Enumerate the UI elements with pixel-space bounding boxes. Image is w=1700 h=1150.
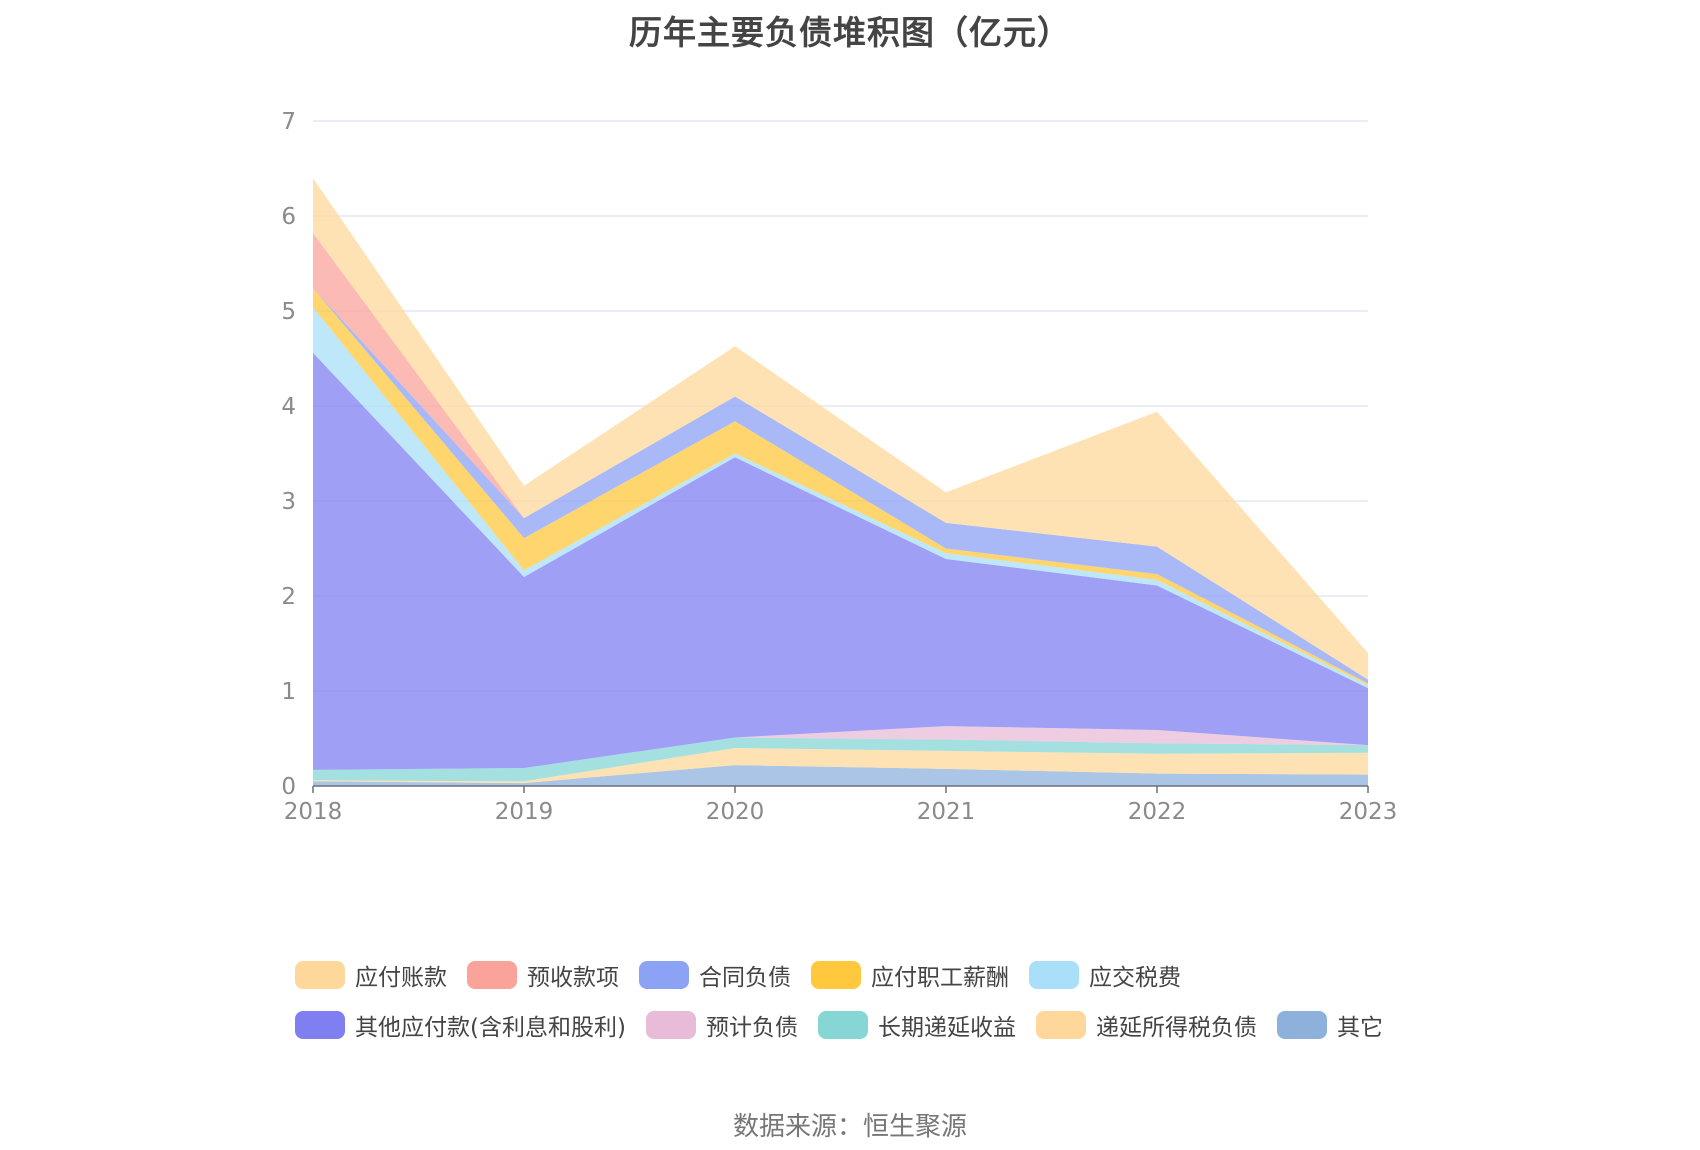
y-tick-label: 5 [281,299,296,325]
legend-swatch [639,961,689,989]
y-tick-label: 2 [281,584,296,610]
legend-item[interactable]: 其他应付款(含利息和股利) [295,1008,626,1042]
x-tick-label: 2020 [706,799,765,825]
legend-label: 预收款项 [527,965,619,991]
y-tick-label: 7 [281,109,296,135]
y-tick-label: 1 [281,679,296,705]
chart-title: 历年主要负债堆积图（亿元） [629,13,1071,52]
legend-swatch [295,1011,345,1039]
y-tick-label: 4 [281,394,296,420]
legend-swatch [811,961,861,989]
legend-swatch [1035,1011,1086,1039]
area-series-1 [313,748,1368,784]
data-source-note: 数据来源：恒生聚源 [732,1112,967,1142]
y-tick-label: 6 [281,204,296,230]
legend-label: 应交税费 [1089,965,1181,991]
y-tick-label: 3 [281,489,296,515]
x-tick-label: 2019 [495,799,554,825]
area-series-6 [313,288,1368,686]
area-series-4 [313,352,1368,770]
legend-item[interactable]: 应交税费 [1029,958,1181,992]
legend-item[interactable]: 预收款项 [467,958,619,992]
x-tick-label: 2018 [284,799,343,825]
legend-item[interactable]: 其它 [1276,1008,1383,1042]
x-tick-label: 2021 [917,799,976,825]
legend-label: 预计负债 [705,1015,798,1041]
legend-label: 其它 [1336,1015,1383,1041]
area-series-0 [313,765,1368,786]
legend: 应付账款 预收款项 合同负债 应付职工薪酬 应交税费其他应付款(含利息和股利) 预计负债 长… [295,950,1455,1050]
legend-item[interactable]: 预计负债 [645,1008,798,1042]
legend-item[interactable]: 应付职工薪酬 [811,958,1009,992]
legend-label: 其他应付款(含利息和股利) [355,1015,626,1041]
y-tick-label: 0 [281,774,296,800]
area-series [313,178,1368,786]
legend-item[interactable]: 应付账款 [295,958,447,992]
legend-item[interactable]: 合同负债 [639,958,791,992]
legend-label: 合同负债 [699,965,791,991]
area-series-9 [313,178,1368,680]
legend-label: 应付账款 [355,965,447,991]
area-series-3 [313,726,1368,770]
axes: 0 1 2 3 4 5 6 7 2018 2019 2020 2021 2022 2023 [281,109,1397,825]
area-series-2 [313,737,1368,782]
legend-swatch [467,961,517,989]
legend-row: 应付账款 预收款项 合同负债 应付职工薪酬 应交税费 [295,950,1455,1000]
x-tick-label: 2023 [1339,799,1398,825]
legend-swatch [817,1011,868,1039]
legend-row: 其他应付款(含利息和股利) 预计负债 长期递延收益 递延所得税负债 其它 [295,1000,1455,1050]
legend-label: 应付职工薪酬 [871,965,1009,991]
legend-swatch [1276,1011,1327,1039]
legend-item[interactable]: 长期递延收益 [817,1008,1016,1042]
x-tick-label: 2022 [1128,799,1187,825]
legend-label: 递延所得税负债 [1095,1015,1257,1041]
legend-item[interactable]: 递延所得税负债 [1035,1008,1257,1042]
legend-swatch [1029,961,1079,989]
legend-swatch [645,1011,696,1039]
legend-swatch [295,961,345,989]
legend-label: 长期递延收益 [877,1015,1016,1041]
